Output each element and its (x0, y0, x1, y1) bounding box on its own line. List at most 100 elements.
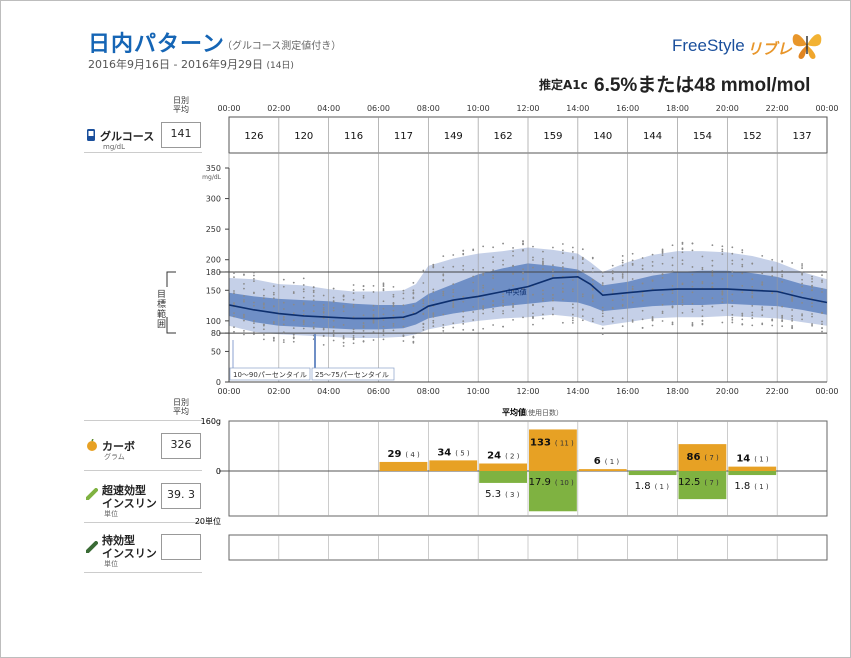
glucose-reading-dot (292, 319, 295, 322)
glucose-reading-dot (243, 329, 245, 332)
glucose-reading-dot (542, 250, 544, 253)
carb-bar (429, 460, 478, 471)
glucose-reading-dot (681, 259, 684, 262)
glucose-reading-dot (761, 309, 764, 311)
glucose-reading-dot (731, 271, 734, 273)
carb-bar (529, 429, 577, 471)
glucose-reading-dot (571, 290, 574, 293)
rapid-insulin-average-value: 39. 3 (161, 483, 201, 509)
glucose-reading-dot (552, 264, 554, 266)
glucose-reading-dot (253, 326, 255, 329)
glucose-reading-dot (542, 260, 544, 263)
glucose-reading-dot (601, 332, 604, 335)
glucose-reading-dot (681, 304, 684, 306)
glucose-reading-dot (382, 319, 385, 321)
glucose-reading-dot (532, 293, 534, 296)
a1c-value: 6.5%または48 mmol/mol (594, 75, 811, 96)
glucose-reading-dot (641, 299, 644, 302)
glucose-reading-dot (721, 321, 724, 324)
glucose-reading-dot (581, 319, 584, 322)
glucose-reading-dot (442, 274, 445, 277)
carb-days-label: ( 1 ) (754, 456, 769, 464)
glucose-reading-dot (442, 332, 445, 334)
glucose-reading-dot (621, 294, 624, 297)
glucose-reading-dot (631, 262, 634, 265)
glucose-reading-dot (462, 264, 465, 267)
target-range-label: 目標範囲 (157, 290, 167, 330)
glucose-reading-dot (262, 306, 265, 309)
glucose-reading-dot (552, 286, 554, 289)
glucose-reading-dot (751, 278, 754, 281)
glucose-reading-dot (342, 298, 345, 301)
glucose-reading-dot (332, 287, 335, 290)
glucose-reading-dot (392, 295, 395, 298)
glucose-reading-dot (342, 295, 345, 298)
glucose-reading-dot (601, 309, 604, 312)
glucose-reading-dot (492, 324, 495, 326)
glucose-reading-dot (691, 273, 694, 276)
glucose-reading-dot (442, 323, 445, 326)
glucose-reading-dot (402, 311, 405, 314)
glucose-reading-dot (761, 314, 764, 317)
glucose-reading-dot (542, 313, 544, 316)
glucose-reading-dot (721, 290, 724, 293)
glucose-reading-dot (522, 272, 524, 275)
glucose-reading-dot (243, 313, 245, 316)
glucose-reading-dot (272, 291, 275, 294)
glucose-reading-dot (502, 305, 504, 307)
glucose-reading-dot (791, 326, 794, 329)
glucose-reading-dot (721, 248, 724, 251)
top-time-tick: 10:00 (467, 104, 490, 113)
glucose-reading-dot (671, 323, 674, 326)
glucose-reading-dot (561, 266, 564, 268)
glucose-reading-dot (591, 294, 594, 297)
glucose-reading-dot (372, 321, 375, 324)
glucose-reading-dot (741, 291, 744, 294)
glucose-reading-dot (402, 304, 405, 307)
glucose-reading-dot (601, 327, 604, 330)
glucose-reading-dot (342, 324, 345, 326)
glucose-average-value: 141 (161, 122, 201, 148)
glucose-reading-dot (462, 300, 465, 303)
glucose-reading-dot (243, 273, 245, 276)
glucose-reading-dot (781, 319, 784, 322)
glucose-reading-dot (282, 331, 285, 334)
rapid-insulin-bar (678, 471, 727, 500)
glucose-reading-dot (272, 338, 275, 340)
glucose-reading-dot (422, 323, 425, 325)
glucose-reading-dot (731, 321, 734, 324)
glucose-reading-dot (781, 280, 784, 283)
carb-days-label: ( 1 ) (605, 458, 620, 466)
glucose-reading-dot (272, 293, 275, 296)
glucose-reading-dot (262, 333, 265, 336)
glucose-reading-dot (661, 248, 664, 251)
glucose-reading-dot (701, 309, 704, 312)
glucose-reading-dot (332, 339, 335, 342)
glucose-reading-dot (253, 301, 255, 304)
glucose-reading-dot (442, 292, 445, 295)
glucose-reading-dot (542, 305, 544, 308)
glucose-reading-dot (791, 296, 794, 299)
carb-value-label: 29 (387, 449, 401, 460)
glucose-reading-dot (292, 327, 295, 330)
glucose-reading-dot (801, 302, 803, 304)
top-time-tick: 18:00 (666, 104, 689, 113)
glucose-reading-dot (452, 291, 455, 294)
glucose-reading-dot (253, 292, 255, 295)
glucose-reading-dot (412, 340, 415, 343)
glucose-reading-dot (462, 310, 465, 313)
glucose-reading-dot (412, 304, 415, 307)
glucose-reading-dot (312, 326, 315, 328)
glucose-reading-dot (811, 297, 813, 299)
glucose-reading-dot (761, 306, 764, 309)
bar-chart-title: 平均値 (502, 407, 526, 417)
glucose-reading-dot (243, 282, 245, 285)
glucose-reading-dot (761, 272, 764, 275)
glucose-reading-dot (432, 314, 435, 316)
glucose-reading-dot (502, 325, 504, 328)
hourly-average-value: 144 (643, 131, 662, 142)
glucose-reading-dot (821, 270, 823, 273)
glucose-reading-dot (781, 305, 784, 308)
a1c-label: 推定A1c (539, 78, 588, 92)
